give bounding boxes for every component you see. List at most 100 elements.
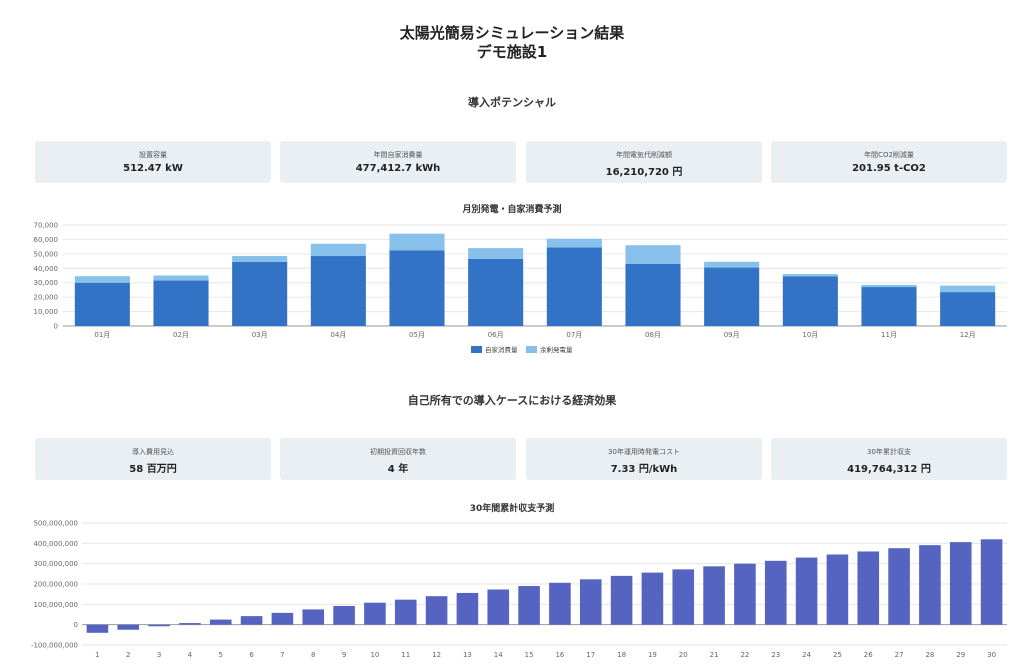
bar-cumulative-balance bbox=[364, 602, 386, 625]
x-tick-label: 09月 bbox=[724, 331, 740, 339]
legend-swatch-self-consumption bbox=[471, 346, 482, 353]
co2-reduction-value: 201.95 t-CO2 bbox=[852, 163, 926, 174]
generation-cost-value: 7.33 円/kWh bbox=[610, 464, 678, 475]
economics-section-title: 自己所有での導入ケースにおける経済効果 bbox=[407, 394, 617, 407]
co2-reduction-card: 年間CO2削減量 201.95 t-CO2 bbox=[771, 141, 1007, 183]
cumulative-balance-label: 30年累計収支 bbox=[867, 448, 911, 456]
install-cost-card: 導入費用見込 58 百万円 bbox=[35, 438, 271, 480]
x-tick-label: 5 bbox=[219, 651, 223, 659]
bar-cumulative-balance bbox=[179, 623, 201, 625]
monthly-generation-chart: 70,000 60,000 50,000 40,000 30,000 20,000 10,0… bbox=[34, 222, 1007, 354]
bar-self-consumption bbox=[310, 256, 366, 326]
co2-reduction-label: 年間CO2削減量 bbox=[864, 151, 914, 159]
x-tick-label: 17 bbox=[586, 651, 595, 659]
self-consumption-value: 477,412.7 kWh bbox=[355, 163, 441, 174]
y-tick-label: 70,000 bbox=[34, 222, 59, 230]
install-cost-value: 58 百万円 bbox=[129, 464, 177, 475]
potential-section-title: 導入ポテンシャル bbox=[468, 96, 556, 109]
payback-card: 初期投資回収年数 4 年 bbox=[280, 438, 516, 480]
x-tick-label: 20 bbox=[679, 651, 688, 659]
x-tick-label: 1 bbox=[95, 651, 99, 659]
bar-cumulative-balance bbox=[487, 589, 510, 625]
bar-surplus bbox=[310, 243, 366, 257]
x-tick-label: 16 bbox=[555, 651, 564, 659]
y-tick-label: 60,000 bbox=[34, 236, 59, 244]
x-tick-label: 11 bbox=[401, 651, 410, 659]
bar-cumulative-balance bbox=[549, 582, 571, 625]
y-tick-label: 0 bbox=[74, 621, 78, 629]
x-tick-label: 14 bbox=[494, 651, 503, 659]
y-tick-label: 100,000,000 bbox=[33, 601, 78, 609]
y-tick-label: 10,000 bbox=[34, 308, 59, 316]
y-tick-label: 300,000,000 bbox=[33, 560, 78, 568]
bar-cumulative-balance bbox=[703, 566, 725, 625]
bar-self-consumption bbox=[468, 258, 524, 326]
bar-cumulative-balance bbox=[795, 557, 818, 625]
x-tick-label: 01月 bbox=[94, 331, 110, 339]
bar-cumulative-balance bbox=[857, 551, 880, 625]
bar-cumulative-balance bbox=[734, 563, 756, 625]
bar-cumulative-balance bbox=[271, 612, 294, 625]
y-tick-label: -100,000,000 bbox=[31, 642, 78, 650]
bar-surplus bbox=[389, 233, 445, 251]
bar-cumulative-balance bbox=[641, 572, 664, 625]
bar-surplus bbox=[625, 245, 681, 264]
legend-label-surplus: 余剰発電量 bbox=[540, 345, 573, 354]
x-tick-label: 18 bbox=[617, 651, 626, 659]
bar-surplus bbox=[468, 248, 524, 259]
y-tick-label: 40,000 bbox=[34, 265, 59, 273]
generation-cost-card: 30年運用時発電コスト 7.33 円/kWh bbox=[526, 438, 762, 480]
x-tick-label: 15 bbox=[525, 651, 534, 659]
bar-surplus bbox=[153, 275, 209, 281]
bar-cumulative-balance bbox=[394, 599, 417, 625]
payback-value: 4 年 bbox=[387, 464, 409, 475]
x-tick-label: 7 bbox=[280, 651, 284, 659]
bar-surplus bbox=[704, 261, 760, 268]
bar-self-consumption bbox=[625, 263, 681, 326]
bar-cumulative-balance bbox=[949, 542, 972, 625]
bar-cumulative-balance bbox=[980, 539, 1003, 625]
y-tick-label: 20,000 bbox=[34, 294, 59, 302]
bar-cumulative-balance bbox=[610, 575, 633, 625]
bar-self-consumption bbox=[704, 267, 760, 326]
bar-self-consumption bbox=[153, 280, 209, 326]
x-tick-label: 08月 bbox=[645, 331, 661, 339]
x-tick-label: 10月 bbox=[802, 331, 818, 339]
bar-cumulative-balance bbox=[518, 586, 540, 625]
x-tick-label: 12 bbox=[432, 651, 441, 659]
x-tick-label: 06月 bbox=[488, 331, 504, 339]
x-tick-label: 29 bbox=[956, 651, 965, 659]
x-tick-label: 27 bbox=[895, 651, 904, 659]
self-consumption-label: 年間自家消費量 bbox=[373, 151, 423, 159]
capacity-value: 512.47 kW bbox=[123, 163, 183, 174]
facility-name: デモ施設1 bbox=[476, 43, 548, 61]
bar-surplus bbox=[940, 285, 996, 293]
x-tick-label: 3 bbox=[157, 651, 161, 659]
bar-surplus bbox=[232, 256, 288, 262]
install-cost-label: 導入費用見込 bbox=[132, 448, 174, 456]
bar-cumulative-balance bbox=[919, 545, 941, 625]
bar-cumulative-balance bbox=[456, 592, 479, 625]
page-title: 太陽光簡易シミュレーション結果 bbox=[399, 24, 625, 42]
x-tick-label: 07月 bbox=[566, 331, 582, 339]
x-tick-label: 11月 bbox=[881, 331, 897, 339]
bar-cumulative-balance bbox=[826, 554, 849, 625]
bar-cumulative-balance bbox=[672, 569, 695, 625]
x-tick-label: 2 bbox=[126, 651, 130, 659]
x-tick-label: 30 bbox=[987, 651, 996, 659]
x-tick-label: 28 bbox=[925, 651, 934, 659]
bar-self-consumption bbox=[940, 292, 996, 326]
bar-self-consumption bbox=[74, 282, 130, 326]
x-tick-label: 05月 bbox=[409, 331, 425, 339]
cumulative-balance-chart: 500,000,000 400,000,000 300,000,000 200,000… bbox=[31, 520, 1007, 659]
x-tick-label: 4 bbox=[188, 651, 193, 659]
bar-cumulative-balance bbox=[240, 616, 263, 625]
x-tick-label: 24 bbox=[802, 651, 811, 659]
payback-label: 初期投資回収年数 bbox=[370, 448, 426, 456]
capacity-label: 設置容量 bbox=[139, 151, 167, 159]
y-tick-label: 50,000 bbox=[34, 250, 59, 258]
x-tick-label: 9 bbox=[342, 651, 346, 659]
bar-cumulative-balance bbox=[579, 579, 602, 625]
x-tick-label: 19 bbox=[648, 651, 657, 659]
legend-swatch-surplus bbox=[526, 346, 537, 353]
